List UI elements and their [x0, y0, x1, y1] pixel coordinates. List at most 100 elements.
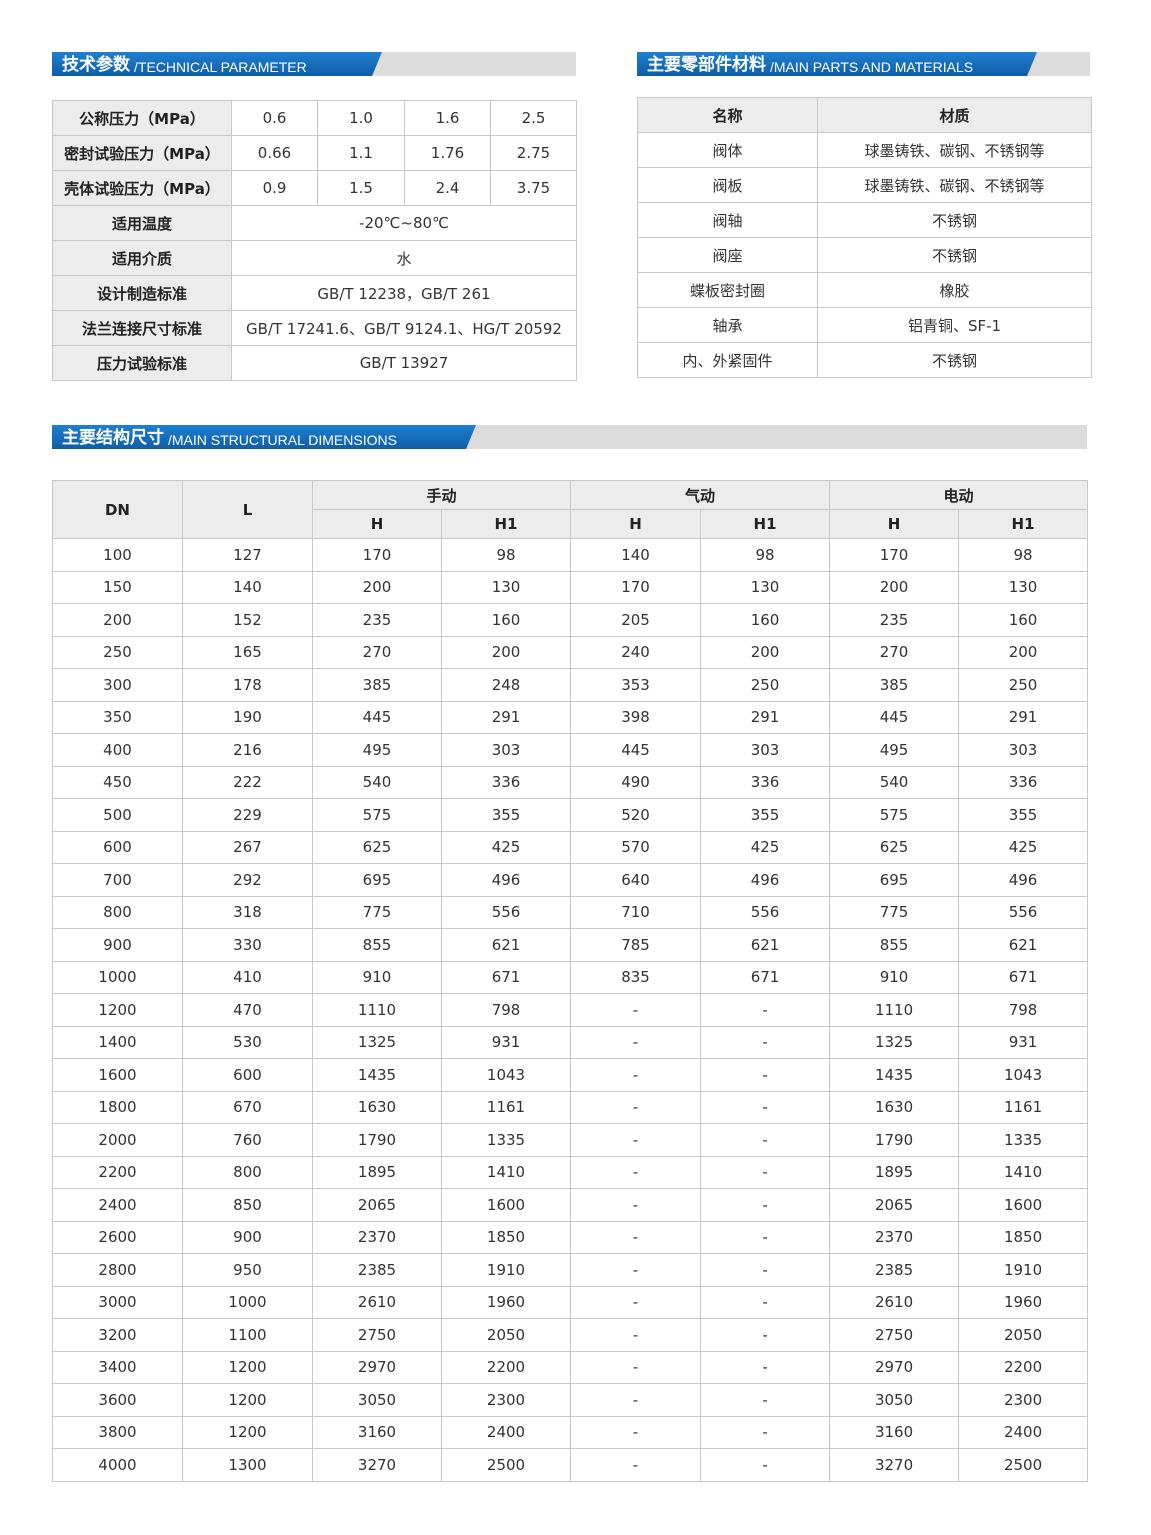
dims-cell: 540	[829, 765, 960, 799]
tech-value: 0.6	[231, 100, 318, 136]
dims-cell: 470	[182, 993, 313, 1027]
parts-row: 阀板 球墨铸铁、碳钢、不锈钢等	[637, 167, 1092, 203]
dims-cell: -	[570, 1448, 702, 1482]
dims-cell: -	[570, 1220, 702, 1254]
dims-row: 3000 1000 2610 1960- -2610 1960	[52, 1285, 1089, 1319]
dims-cell: 1790	[312, 1123, 442, 1157]
dims-cell: 2610	[312, 1285, 442, 1319]
dims-cell: 2065	[312, 1188, 442, 1222]
dims-row: 150 140 200 130 170 130 200 130	[52, 570, 1089, 604]
tech-row-label: 压力试验标准	[52, 345, 232, 381]
dims-cell: 855	[312, 928, 442, 962]
dims-cell: 200	[312, 570, 442, 604]
dims-cell: -	[570, 1383, 702, 1417]
dims-cell: 400	[52, 733, 183, 767]
tech-value: -20℃~80℃	[231, 205, 577, 241]
dims-row: 1600 600 1435 1043- -1435 1043	[52, 1058, 1089, 1092]
dims-cell: 575	[829, 798, 960, 832]
dims-cell: 556	[440, 895, 572, 929]
dims-cell: 2200	[440, 1350, 572, 1384]
dims-header-l: L	[182, 480, 313, 539]
dims-row: 1400 530 1325 931- -1325 931	[52, 1025, 1089, 1059]
dims-cell: 353	[570, 668, 702, 702]
dims-cell: 496	[700, 863, 831, 897]
dims-cell: 165	[182, 635, 313, 669]
dims-cell: 1200	[52, 993, 183, 1027]
dims-cell: 2385	[829, 1253, 960, 1287]
dims-cell: 1435	[829, 1058, 960, 1092]
dims-cell: 931	[440, 1025, 572, 1059]
dims-cell: 250	[700, 668, 831, 702]
dims-cell: -	[570, 1318, 702, 1352]
tech-row-label: 适用温度	[52, 205, 232, 241]
part-material: 不锈钢	[817, 202, 1092, 238]
dims-cell: 160	[958, 603, 1089, 637]
dims-cell: 2970	[312, 1350, 442, 1384]
tech-value: 2.4	[404, 170, 491, 206]
dims-cell: -	[700, 1253, 831, 1287]
dims-cell: 2300	[440, 1383, 572, 1417]
dims-cell: 200	[52, 603, 183, 637]
tech-row-label: 法兰连接尺寸标准	[52, 310, 232, 346]
dims-cell: 3270	[829, 1448, 960, 1482]
dims-cell: 1850	[958, 1220, 1089, 1254]
parts-materials-table: 名称 材质 阀体 球墨铸铁、碳钢、不锈钢等 阀板 球墨铸铁、碳钢、不锈钢等 阀轴 不锈钢阀…	[637, 97, 1092, 378]
dims-title-en: /MAIN STRUCTURAL DIMENSIONS	[168, 432, 397, 448]
dims-cell: -	[570, 1350, 702, 1384]
dims-cell: 1335	[440, 1123, 572, 1157]
dims-cell: 785	[570, 928, 702, 962]
dims-row: 2600 900 2370 1850- -2370 1850	[52, 1220, 1089, 1254]
dims-cell: 2370	[829, 1220, 960, 1254]
dims-cell: 450	[52, 765, 183, 799]
tech-row: 设计制造标准 GB/T 12238，GB/T 261	[52, 275, 577, 311]
tech-value: 1.0	[317, 100, 405, 136]
dims-cell: 318	[182, 895, 313, 929]
dims-subheader-h1: H1	[958, 509, 1089, 539]
dims-cell: 130	[958, 570, 1089, 604]
dims-cell: 170	[829, 538, 960, 572]
tech-row: 壳体试验压力（MPa） 0.9 1.5 2.4 3.75	[52, 170, 577, 206]
dims-cell: 170	[570, 570, 702, 604]
dims-subheader-h1: H1	[440, 509, 572, 539]
dims-cell: 900	[182, 1220, 313, 1254]
tech-row-label: 壳体试验压力（MPa）	[52, 170, 232, 206]
dims-cell: 270	[829, 635, 960, 669]
dims-cell: 1790	[829, 1123, 960, 1157]
dims-cell: 152	[182, 603, 313, 637]
dims-cell: 1960	[958, 1285, 1089, 1319]
dims-cell: 2370	[312, 1220, 442, 1254]
dims-cell: 520	[570, 798, 702, 832]
dims-cell: -	[700, 1415, 831, 1449]
dims-row: 3800 1200 3160 2400- -3160 2400	[52, 1415, 1089, 1449]
dims-cell: -	[570, 1285, 702, 1319]
technical-parameter-table: 公称压力（MPa） 0.6 1.0 1.6 2.5 密封试验压力（MPa） 0.66 1.1 1…	[52, 100, 577, 381]
dims-cell: 556	[958, 895, 1089, 929]
dims-cell: 3270	[312, 1448, 442, 1482]
dims-cell: 575	[312, 798, 442, 832]
dims-cell: 1000	[182, 1285, 313, 1319]
dims-cell: 1910	[440, 1253, 572, 1287]
dims-cell: 1600	[52, 1058, 183, 1092]
dims-cell: 1300	[182, 1448, 313, 1482]
dims-cell: 556	[700, 895, 831, 929]
tech-value: GB/T 13927	[231, 345, 577, 381]
tech-value: GB/T 12238，GB/T 261	[231, 275, 577, 311]
dims-cell: 355	[958, 798, 1089, 832]
dims-cell: 270	[312, 635, 442, 669]
dims-cell: 2200	[958, 1350, 1089, 1384]
dims-cell: 2400	[958, 1415, 1089, 1449]
dims-cell: 3400	[52, 1350, 183, 1384]
dims-cell: 398	[570, 700, 702, 734]
dims-cell: -	[570, 993, 702, 1027]
dims-cell: 1110	[312, 993, 442, 1027]
dims-row: 600 267 625 425 570 425 625 425	[52, 830, 1089, 864]
dims-cell: 2750	[829, 1318, 960, 1352]
dims-row: 2200 800 1895 1410- -1895 1410	[52, 1155, 1089, 1189]
tech-value: 2.75	[490, 135, 577, 171]
tech-row-label: 公称压力（MPa）	[52, 100, 232, 136]
dims-cell: 625	[312, 830, 442, 864]
part-name: 内、外紧固件	[637, 342, 818, 378]
dims-cell: -	[700, 1058, 831, 1092]
parts-header-name: 名称	[637, 97, 818, 133]
parts-row: 蝶板密封圈 橡胶	[637, 272, 1092, 308]
